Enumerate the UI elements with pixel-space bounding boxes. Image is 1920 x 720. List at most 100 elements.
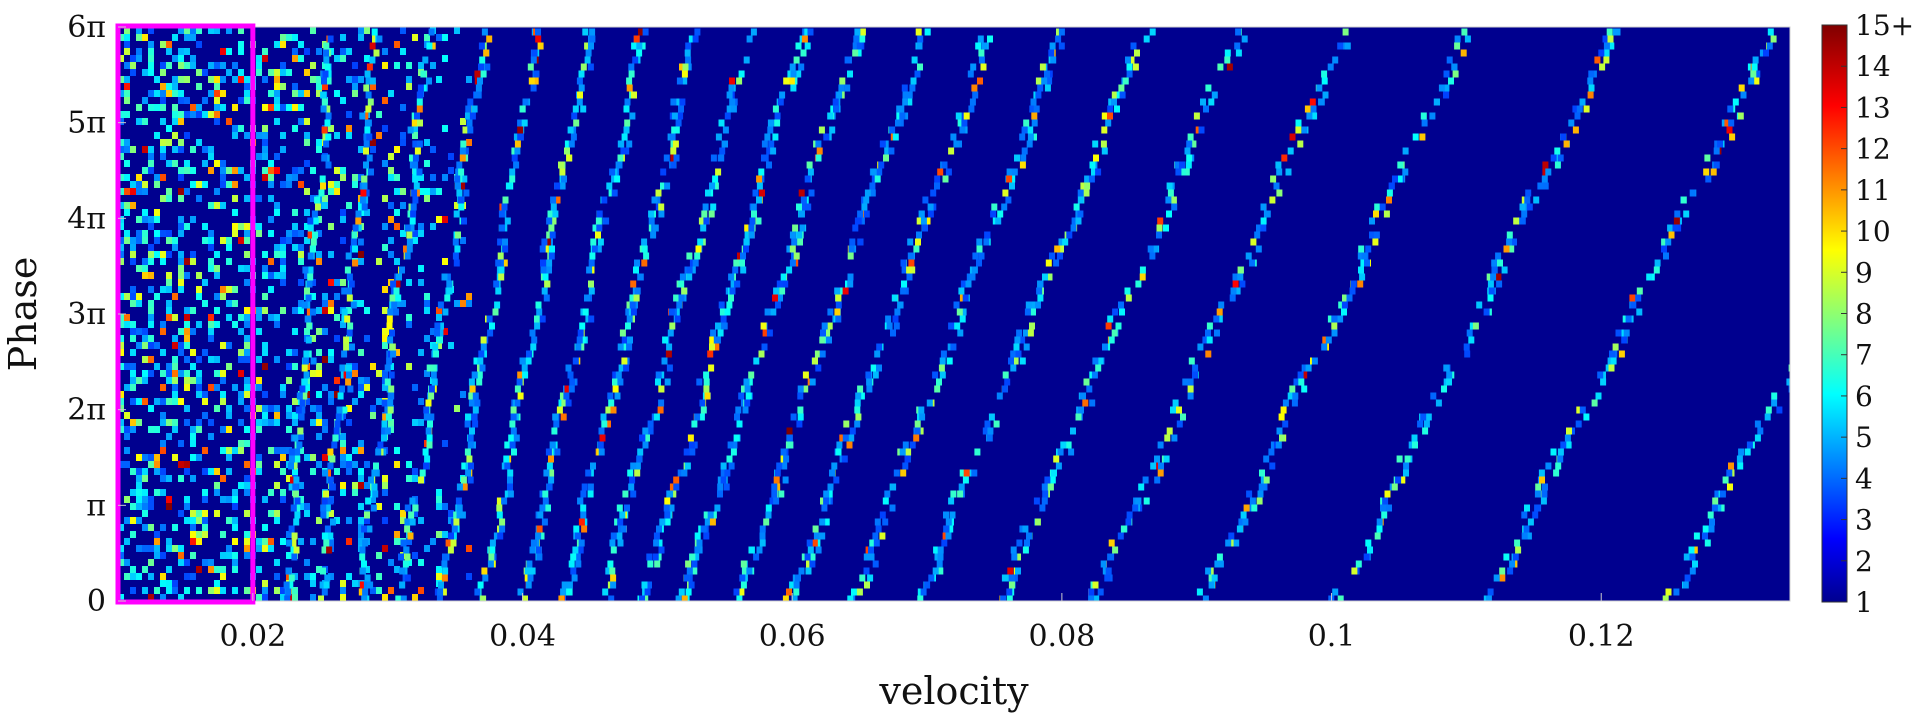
heatmap-cell xyxy=(428,385,435,393)
heatmap-cell xyxy=(425,427,432,435)
heatmap-cell xyxy=(546,259,553,267)
heatmap-cell xyxy=(1031,133,1037,141)
heatmap-cell xyxy=(388,419,394,426)
heatmap-cell xyxy=(290,539,297,547)
heatmap-cell xyxy=(406,62,412,69)
heatmap-cell xyxy=(214,202,220,209)
heatmap-cell xyxy=(208,230,214,237)
heatmap-cell xyxy=(214,489,220,496)
heatmap-cell xyxy=(530,84,537,92)
heatmap-cell xyxy=(856,42,863,50)
heatmap-cell xyxy=(184,160,190,167)
heatmap-cell xyxy=(226,405,232,412)
heatmap-cell xyxy=(352,482,358,489)
heatmap-cell xyxy=(400,202,406,209)
heatmap-cell xyxy=(1719,490,1726,498)
heatmap-cell xyxy=(793,588,800,596)
heatmap-cell xyxy=(238,349,244,356)
heatmap-cell xyxy=(1579,98,1586,106)
heatmap-cell xyxy=(647,427,654,435)
heatmap-cell xyxy=(832,98,839,106)
heatmap-cell xyxy=(118,146,124,153)
heatmap-cell xyxy=(487,560,494,568)
heatmap-cell xyxy=(316,76,322,83)
heatmap-cell xyxy=(321,98,328,106)
heatmap-cell xyxy=(244,223,250,230)
colorbar-tick-label: 2 xyxy=(1855,545,1873,578)
heatmap-cell xyxy=(573,119,580,127)
heatmap-cell xyxy=(323,539,330,547)
heatmap-cell xyxy=(1301,385,1308,393)
heatmap-cell xyxy=(274,461,280,468)
heatmap-cell xyxy=(124,461,130,468)
heatmap-cell xyxy=(710,511,717,519)
heatmap-cell xyxy=(950,490,957,498)
heatmap-cell xyxy=(1164,434,1171,442)
heatmap-cell xyxy=(889,126,896,134)
heatmap-cell xyxy=(823,518,830,526)
heatmap-cell xyxy=(416,98,423,106)
heatmap-cell xyxy=(262,125,268,132)
heatmap-cell xyxy=(590,238,597,246)
heatmap-cell xyxy=(526,560,533,568)
heatmap-cell xyxy=(719,308,726,316)
heatmap-cell xyxy=(358,300,364,307)
heatmap-cell xyxy=(892,133,899,141)
heatmap-cell xyxy=(1205,84,1212,92)
heatmap-cell xyxy=(1200,98,1206,106)
heatmap-cell xyxy=(160,419,166,426)
heatmap-cell xyxy=(1192,371,1198,379)
heatmap-cell xyxy=(779,91,786,99)
heatmap-cell xyxy=(827,308,834,316)
heatmap-cell xyxy=(628,483,635,491)
heatmap-cell xyxy=(857,238,864,246)
heatmap-cell xyxy=(160,83,166,90)
heatmap-cell xyxy=(1557,154,1564,162)
heatmap-cell xyxy=(280,146,286,153)
heatmap-cell xyxy=(1495,252,1502,260)
heatmap-cell xyxy=(160,321,166,328)
heatmap-cell xyxy=(262,174,268,181)
heatmap-cell xyxy=(927,210,934,218)
heatmap-cell xyxy=(684,462,691,470)
heatmap-cell xyxy=(160,594,166,601)
heatmap-cell xyxy=(154,363,160,370)
heatmap-cell xyxy=(614,518,621,526)
heatmap-cell xyxy=(316,405,322,412)
heatmap-cell xyxy=(685,42,692,50)
heatmap-cell xyxy=(400,48,406,55)
heatmap-cell xyxy=(262,342,268,349)
heatmap-cell xyxy=(1446,371,1453,379)
heatmap-cell xyxy=(196,426,202,433)
heatmap-cell xyxy=(340,321,346,328)
heatmap-cell xyxy=(280,69,286,76)
heatmap-cell xyxy=(1000,595,1007,601)
heatmap-cell xyxy=(761,343,768,351)
heatmap-cell xyxy=(142,342,148,349)
heatmap-cell xyxy=(1358,266,1364,274)
heatmap-cell xyxy=(969,273,976,281)
heatmap-cell xyxy=(232,447,238,454)
heatmap-cell xyxy=(829,126,836,134)
heatmap-cell xyxy=(244,314,250,321)
heatmap-cell xyxy=(480,343,487,351)
heatmap-cell xyxy=(736,595,743,601)
heatmap-cell xyxy=(148,69,154,76)
heatmap-cell xyxy=(535,532,542,540)
heatmap-cell xyxy=(497,252,504,260)
heatmap-cell xyxy=(370,504,377,512)
heatmap-cell xyxy=(124,48,130,55)
heatmap-cell xyxy=(148,461,154,468)
heatmap-cell xyxy=(642,28,649,36)
heatmap-cell xyxy=(548,224,555,232)
heatmap-cell xyxy=(1726,126,1733,134)
heatmap-cell xyxy=(1759,49,1766,57)
heatmap-cell xyxy=(1101,147,1108,155)
heatmap-cell xyxy=(977,35,984,43)
heatmap-cell xyxy=(148,370,154,377)
heatmap-cell xyxy=(872,532,879,540)
heatmap-cell xyxy=(184,97,190,104)
heatmap-cell xyxy=(160,447,166,454)
x-tick-label: 0.12 xyxy=(1568,619,1635,654)
heatmap-cell xyxy=(136,517,142,524)
